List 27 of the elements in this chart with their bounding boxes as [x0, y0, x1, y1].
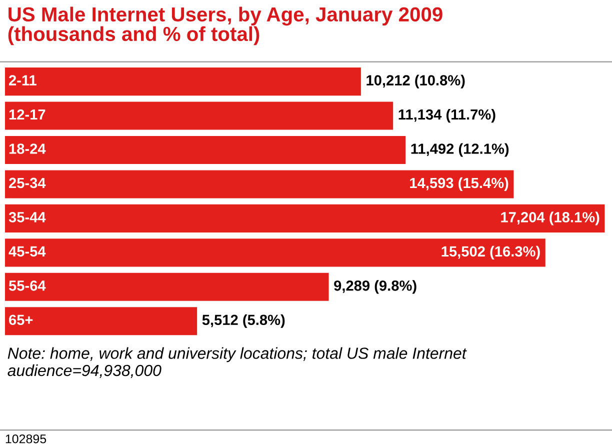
y-tick-label: 35-44 [8, 212, 46, 222]
y-tick-label: 65+ [9, 314, 33, 326]
data-label: 17,204 (18.1%) [501, 212, 600, 226]
bar [4, 170, 514, 198]
y-tick-label: 55-64 [8, 280, 46, 291]
y-tick-label: 18-24 [9, 144, 46, 154]
bar [4, 307, 198, 336]
y-tick-label: 2-11 [9, 75, 36, 86]
bar [4, 238, 546, 267]
data-label: 15,502 (16.3%) [442, 246, 540, 260]
bar [4, 68, 361, 96]
data-label: 9,289 (9.8%) [334, 280, 416, 294]
y-tick-label: 25-34 [9, 178, 46, 188]
y-tick-label: 12-17 [9, 109, 46, 120]
data-label: 11,134 (11.7%) [398, 108, 496, 123]
data-label: 5,512 (5.8%) [202, 314, 285, 328]
data-label: 10,212 (10.8%) [366, 74, 465, 88]
text: 102895 [6, 434, 46, 444]
y-tick-label: 45-54 [8, 246, 46, 257]
chart-title: US Male Internet Users, by Age, January 2009 (thousands and % of total) [8, 6, 442, 46]
bar [4, 102, 394, 130]
text: Note: home, work and university locations; total US male Internet audience=94,938,000 [8, 347, 467, 378]
bar [4, 204, 605, 232]
data-label: 11,492 (12.1%) [411, 143, 509, 157]
data-label: 14,593 (15.4%) [410, 177, 508, 192]
bar [4, 272, 329, 301]
bar [4, 136, 406, 164]
